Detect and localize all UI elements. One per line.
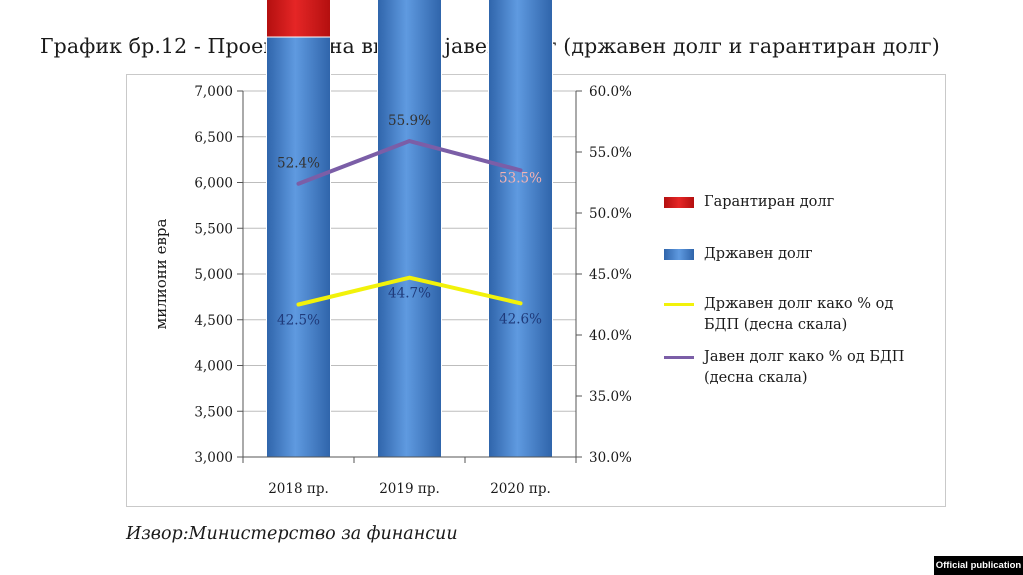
y-axis-label: милиони евра: [152, 219, 170, 330]
bar: [266, 0, 331, 38]
legend-item-public-debt-gdp: Јавен долг како % од БДП (десна скала): [664, 347, 926, 389]
legend-swatch-guaranteed-debt: [664, 197, 694, 208]
y-tick-label: 6,000: [194, 176, 233, 192]
y2-tick-label: 30.0%: [589, 450, 632, 466]
x-tick-label: 2018 пр.: [268, 481, 329, 497]
y2-tick-label: 50.0%: [589, 206, 632, 222]
data-label: 55.9%: [388, 113, 431, 129]
y2-tick-label: 35.0%: [589, 389, 632, 405]
y-tick-label: 3,500: [194, 404, 233, 420]
y2-tick-label: 55.0%: [589, 145, 632, 161]
bars: [266, 0, 553, 458]
axes: 3,000 3,500 4,000 4,500 5,000 5,500 6,000 6,500…: [152, 84, 632, 497]
data-label: 42.5%: [277, 313, 320, 329]
series-lines: [296, 139, 523, 307]
legend-item-guaranteed-debt: Гарантиран долг: [664, 192, 834, 213]
series-line: [296, 139, 523, 186]
bar: [488, 0, 553, 458]
data-label: 44.7%: [388, 286, 431, 302]
y-tick-label: 4,000: [194, 359, 233, 375]
legend-label-public-debt-gdp: Јавен долг како % од БДП (десна скала): [704, 349, 905, 386]
legend-label-state-debt: Државен долг: [704, 246, 813, 262]
y-tick-label: 5,000: [194, 267, 233, 283]
data-label: 52.4%: [277, 156, 320, 172]
series-line: [296, 275, 523, 307]
y-tick-label: 7,000: [194, 84, 233, 100]
y-tick-label: 4,500: [194, 313, 233, 329]
legend-swatch-state-debt: [664, 249, 694, 260]
x-tick-label: 2019 пр.: [379, 481, 440, 497]
y-tick-label: 5,500: [194, 221, 233, 237]
legend-item-state-debt: Државен долг: [664, 244, 813, 265]
legend-label-state-debt-gdp: Државен долг како % од БДП (десна скала): [704, 296, 894, 333]
legend-line-public-debt-gdp: [664, 356, 694, 359]
y2-tick-label: 60.0%: [589, 84, 632, 100]
y2-tick-label: 40.0%: [589, 328, 632, 344]
official-publication-badge: Official publication: [934, 556, 1023, 575]
legend-line-state-debt-gdp: [664, 303, 694, 306]
y2-tick-label: 45.0%: [589, 267, 632, 283]
labels: 42.5% 44.7% 42.6% 52.4% 55.9% 53.5%: [277, 113, 542, 328]
legend-label-guaranteed-debt: Гарантиран долг: [704, 194, 835, 210]
bar: [377, 0, 442, 458]
legend-item-state-debt-gdp: Државен долг како % од БДП (десна скала): [664, 294, 919, 336]
source-note: Извор:Министерство за финансии: [126, 524, 458, 544]
data-label: 42.6%: [499, 311, 542, 327]
data-label: 53.5%: [499, 170, 542, 186]
y-tick-label: 3,000: [194, 450, 233, 466]
bar: [266, 36, 331, 458]
x-tick-label: 2020 пр.: [490, 481, 551, 497]
y-tick-label: 6,500: [194, 130, 233, 146]
